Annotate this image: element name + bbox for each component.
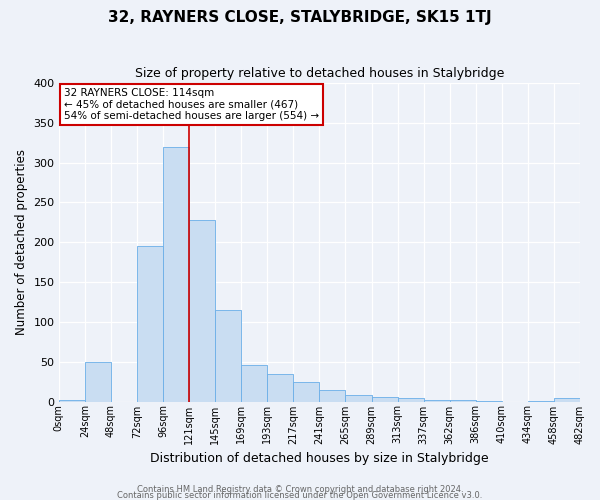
Bar [554, 398, 580, 402]
Bar [424, 400, 450, 402]
Text: 32, RAYNERS CLOSE, STALYBRIDGE, SK15 1TJ: 32, RAYNERS CLOSE, STALYBRIDGE, SK15 1TJ [108, 10, 492, 25]
Bar [268, 374, 293, 402]
Bar [189, 220, 215, 402]
Title: Size of property relative to detached houses in Stalybridge: Size of property relative to detached ho… [135, 68, 504, 80]
Bar [137, 246, 163, 402]
Bar [450, 400, 476, 402]
Bar [163, 146, 189, 402]
Bar [215, 310, 241, 402]
Bar [241, 365, 268, 402]
Bar [346, 395, 371, 402]
Text: 32 RAYNERS CLOSE: 114sqm
← 45% of detached houses are smaller (467)
54% of semi-: 32 RAYNERS CLOSE: 114sqm ← 45% of detach… [64, 88, 319, 121]
Y-axis label: Number of detached properties: Number of detached properties [15, 150, 28, 336]
Bar [293, 382, 319, 402]
Bar [319, 390, 346, 402]
Bar [528, 400, 554, 402]
Bar [398, 398, 424, 402]
Bar [476, 400, 502, 402]
Bar [371, 396, 398, 402]
Text: Contains HM Land Registry data © Crown copyright and database right 2024.: Contains HM Land Registry data © Crown c… [137, 484, 463, 494]
X-axis label: Distribution of detached houses by size in Stalybridge: Distribution of detached houses by size … [150, 452, 489, 465]
Bar [59, 400, 85, 402]
Bar [85, 362, 111, 402]
Text: Contains public sector information licensed under the Open Government Licence v3: Contains public sector information licen… [118, 490, 482, 500]
